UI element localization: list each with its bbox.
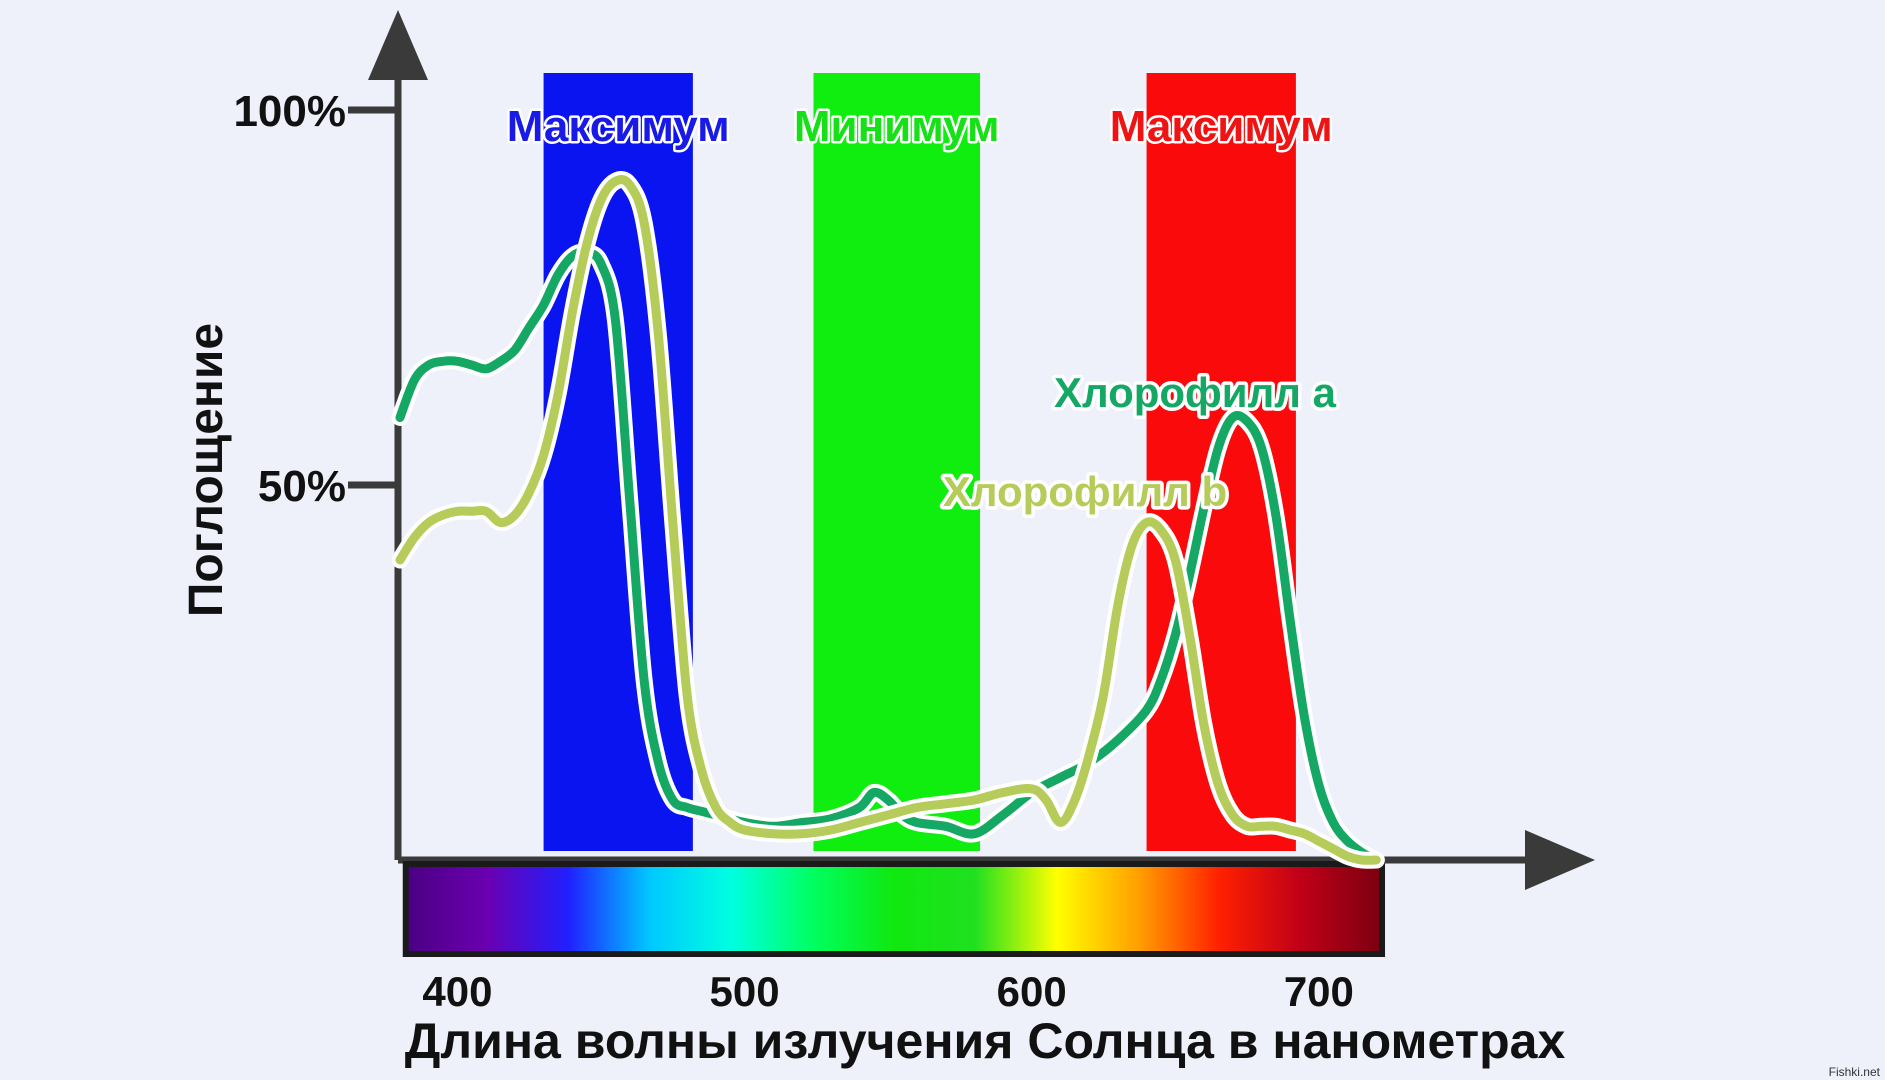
series-line-1 [395, 175, 1381, 865]
series-layer [391, 171, 1385, 869]
band-label-1: Минимум [794, 102, 1000, 151]
band-label-0: Максимум [507, 102, 730, 151]
spectrum-strip [402, 861, 1386, 957]
series-label-1: Хлорофилл b [943, 468, 1227, 515]
y-tick-label-1: 100% [233, 87, 346, 136]
y-tick-label-0: 50% [258, 462, 346, 511]
axes: 50% 100% 400 500 600 700 [233, 10, 1595, 1015]
x-axis-title: Длина волны излучения Солнца в нанометра… [405, 1013, 1566, 1069]
y-axis-title: Поглощение [180, 323, 233, 617]
x-axis-arrowhead [1525, 830, 1595, 890]
series-label-0: Хлорофилл a [1054, 369, 1337, 416]
x-tick-label-2: 600 [997, 968, 1067, 1015]
band-1 [813, 73, 981, 851]
band-label-2: Максимум [1110, 102, 1333, 151]
x-tick-label-0: 400 [422, 968, 492, 1015]
y-axis-arrowhead [368, 10, 428, 80]
label-layer: Максимум Минимум Максимум Хлорофилл a Хлороф… [504, 100, 1340, 519]
x-tick-label-3: 700 [1284, 968, 1354, 1015]
x-tick-label-1: 500 [710, 968, 780, 1015]
spectrum-layer [402, 861, 1386, 957]
series-line-0 [395, 247, 1381, 865]
watermark: Fishki.net [1829, 1065, 1881, 1079]
